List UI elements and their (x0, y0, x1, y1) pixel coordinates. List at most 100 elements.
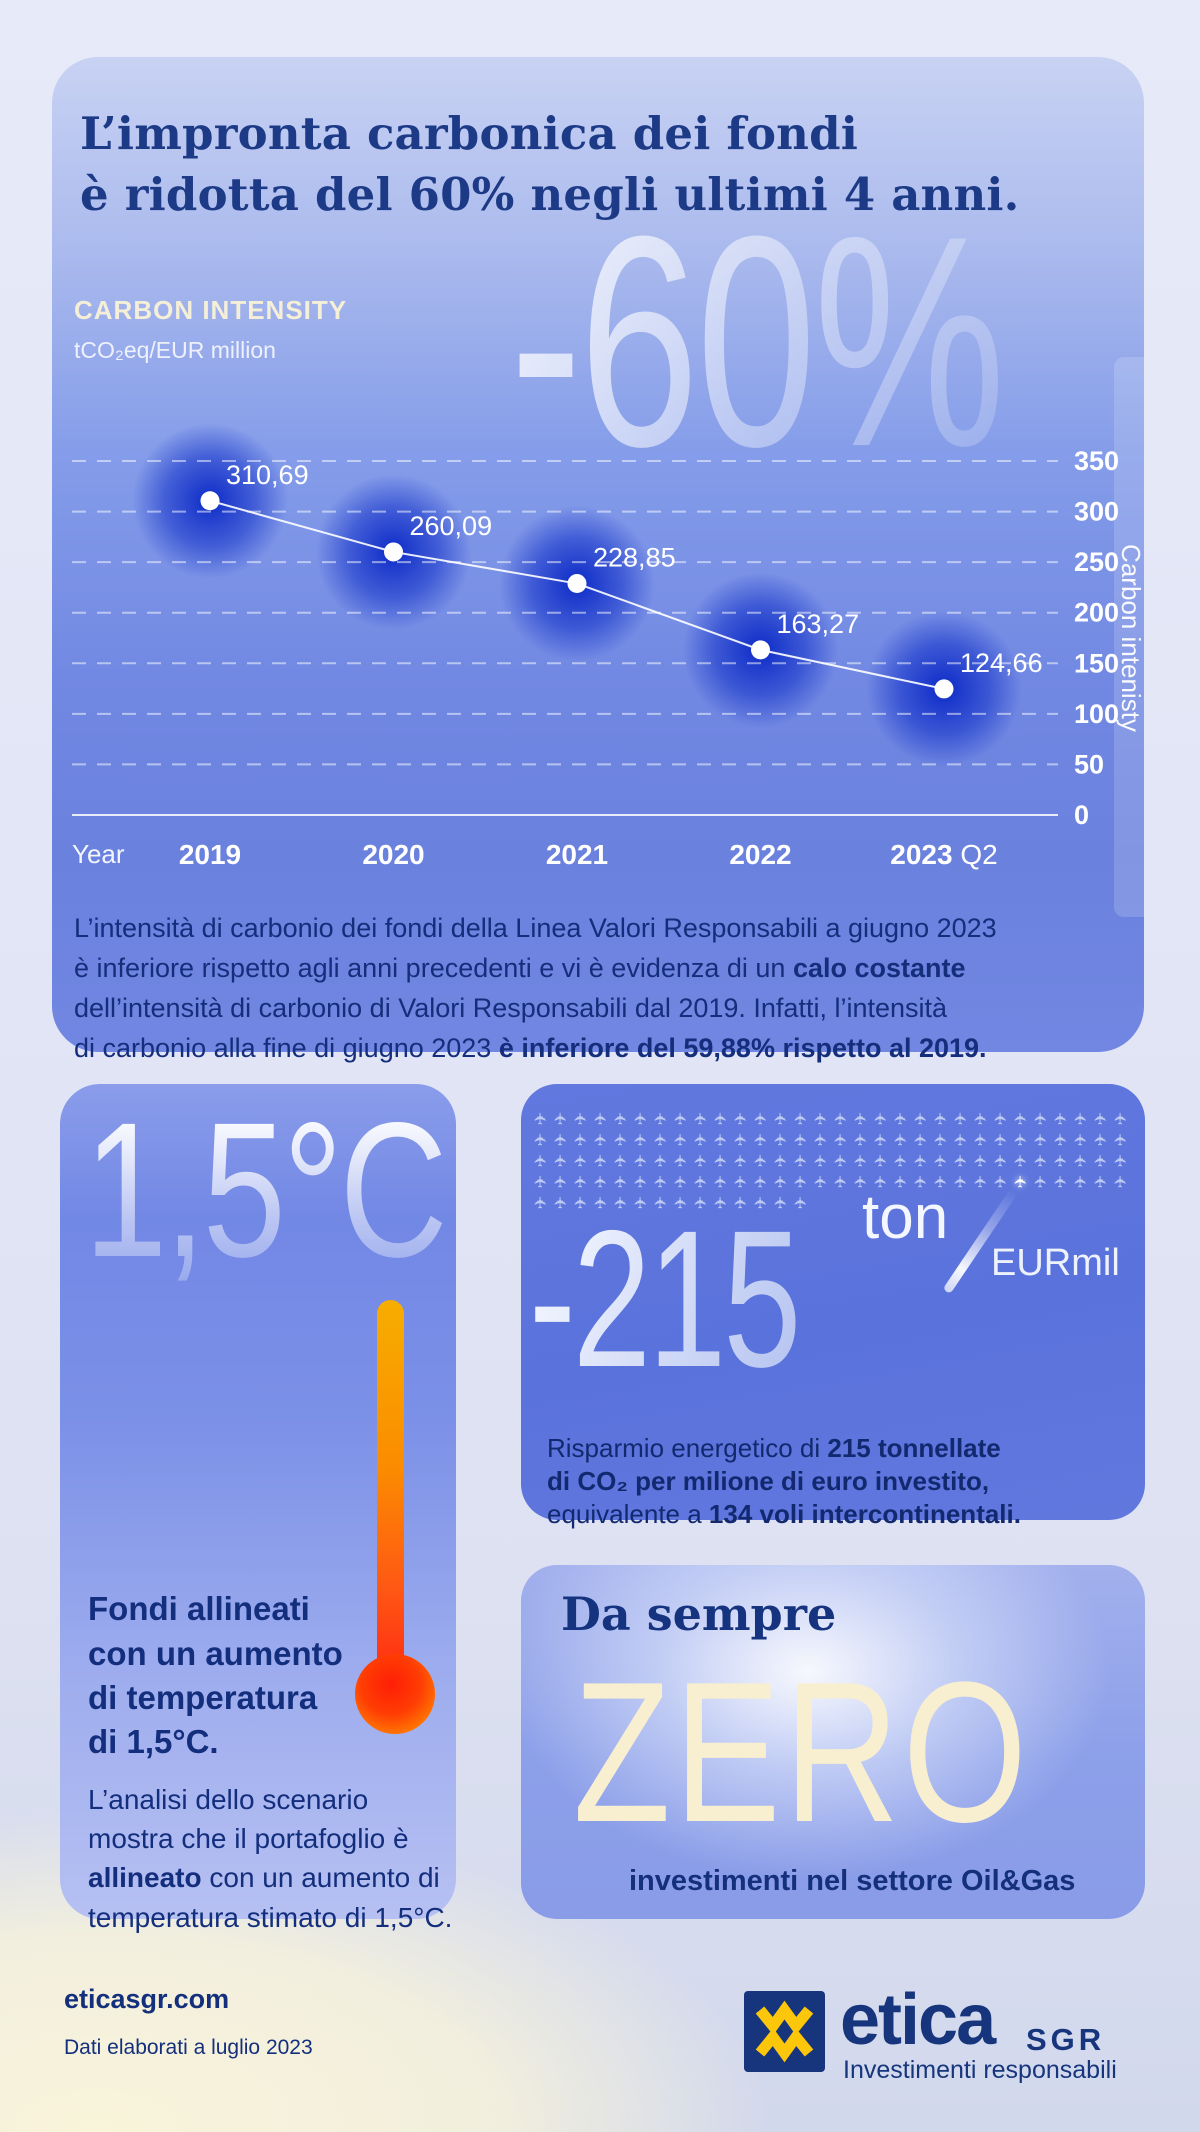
airplane-icon: ✈ (771, 1174, 791, 1189)
airplane-icon: ✈ (1111, 1153, 1131, 1168)
airplane-icon: ✈ (1011, 1153, 1031, 1168)
airplane-icon: ✈ (651, 1153, 671, 1168)
airplane-icon: ✈ (931, 1153, 951, 1168)
svg-text:260,09: 260,09 (410, 511, 493, 541)
svg-text:300: 300 (1074, 497, 1119, 527)
airplane-icon: ✈ (911, 1132, 931, 1147)
airplane-icon: ✈ (531, 1153, 551, 1168)
airplane-icon: ✈ (931, 1132, 951, 1147)
website-link[interactable]: eticasgr.com (64, 1984, 230, 2014)
airplane-icon: ✈ (651, 1111, 671, 1126)
airplane-icon: ✈ (1011, 1132, 1031, 1147)
airplane-icon: ✈ (631, 1111, 651, 1126)
airplane-icon: ✈ (651, 1132, 671, 1147)
airplane-icon: ✈ (851, 1111, 871, 1126)
airplane-icon: ✈ (971, 1132, 991, 1147)
airplane-icon: ✈ (731, 1153, 751, 1168)
airplane-icon: ✈ (1071, 1111, 1091, 1126)
airplane-icon: ✈ (711, 1132, 731, 1147)
airplane-icon: ✈ (751, 1174, 771, 1189)
airplane-icon: ✈ (1091, 1132, 1111, 1147)
airplane-icon: ✈ (691, 1153, 711, 1168)
airplane-icon: ✈ (551, 1132, 571, 1147)
airplane-icon: ✈ (771, 1153, 791, 1168)
airplane-icon: ✈ (631, 1174, 651, 1189)
airplane-icon: ✈ (871, 1153, 891, 1168)
svg-text:Carbon intenisty: Carbon intenisty (1116, 544, 1144, 732)
airplane-icon: ✈ (971, 1111, 991, 1126)
airplane-icon: ✈ (831, 1111, 851, 1126)
airplane-icon: ✈ (871, 1111, 891, 1126)
svg-text:150: 150 (1074, 648, 1119, 678)
airplane-icon: ✈ (791, 1111, 811, 1126)
airplane-icon: ✈ (531, 1132, 551, 1147)
airplane-icon: ✈ (531, 1111, 551, 1126)
airplane-icon: ✈ (831, 1132, 851, 1147)
minus-60-percent-watermark: -60% (510, 173, 1006, 509)
co2-savings-card: ✈ ✈ ✈ ✈ ✈ ✈ ✈ ✈ ✈ ✈ ✈ ✈ ✈ ✈ ✈ ✈ ✈ ✈ ✈ ✈ ✈ ✈ ✈ ✈ ✈ ✈ ✈ ✈ ✈ ✈ ✈ ✈ ✈ ✈ ✈ ✈ ✈ ✈ ✈ ✈… (521, 1084, 1145, 1529)
carbon-intensity-line-chart: 310,69 260,09 228,85 163,27 124,66 350 300 250 2… (72, 392, 1144, 870)
airplane-icon: ✈ (631, 1153, 651, 1168)
airplane-icon: ✈ (1111, 1111, 1131, 1126)
airplane-icon: ✈ (911, 1153, 931, 1168)
airplane-icon: ✈ (1091, 1174, 1111, 1189)
airplane-icon: ✈ (751, 1111, 771, 1126)
airplane-icon: ✈ (611, 1174, 631, 1189)
airplane-icon: ✈ (811, 1111, 831, 1126)
airplane-icon: ✈ (991, 1174, 1011, 1189)
airplane-icon: ✈ (1111, 1132, 1131, 1147)
airplane-icon: ✈ (1111, 1174, 1131, 1189)
airplane-icon: ✈ (1011, 1111, 1031, 1126)
airplane-icon: ✈ (671, 1132, 691, 1147)
airplane-icon: ✈ (571, 1132, 591, 1147)
airplane-icon: ✈ (711, 1153, 731, 1168)
airplane-icon: ✈ (871, 1132, 891, 1147)
airplane-icon: ✈ (1051, 1111, 1071, 1126)
airplane-icon: ✈ (551, 1153, 571, 1168)
airplane-icon: ✈ (731, 1111, 751, 1126)
airplane-icon: ✈ (891, 1153, 911, 1168)
airplane-icon: ✈ (1031, 1153, 1051, 1168)
svg-text:310,69: 310,69 (226, 460, 309, 490)
svg-text:2020: 2020 (362, 839, 424, 870)
airplane-icon: ✈ (1031, 1174, 1051, 1189)
temperature-card: 1,5°C Fondi allineati con un aumento di … (60, 1084, 456, 1933)
airplane-icon: ✈ (891, 1132, 911, 1147)
svg-text:350: 350 (1074, 446, 1119, 476)
data-date-note: Dati elaborati a luglio 2023 (64, 2036, 313, 2059)
svg-text:250: 250 (1074, 547, 1119, 577)
airplane-icon: ✈ (591, 1132, 611, 1147)
svg-text:50: 50 (1074, 749, 1104, 779)
airplane-icon: ✈ (611, 1111, 631, 1126)
airplane-icon: ✈ (991, 1111, 1011, 1126)
airplane-icon: ✈ (671, 1153, 691, 1168)
zero-value: ZERO (573, 1641, 1031, 1864)
airplane-icon: ✈ (591, 1174, 611, 1189)
svg-text:163,27: 163,27 (777, 609, 860, 639)
airplane-icon: ✈ (711, 1174, 731, 1189)
thermometer-icon (377, 1300, 404, 1672)
airplane-icon: ✈ (591, 1111, 611, 1126)
chart-unit-label: tCO₂eq/EUR million (74, 337, 276, 363)
airplane-icon: ✈ (1071, 1153, 1091, 1168)
zero-kicker: Da sempre (561, 1587, 837, 1641)
svg-text:Year: Year (72, 839, 125, 869)
savings-caption: Risparmio energetico di 215 tonnellate di… (547, 1433, 1021, 1529)
airplane-icon: ✈ (611, 1132, 631, 1147)
airplane-icon: ✈ (1091, 1111, 1111, 1126)
airplane-icon: ✈ (951, 1153, 971, 1168)
airplane-icon: ✈ (1071, 1132, 1091, 1147)
svg-text:100: 100 (1074, 699, 1119, 729)
zero-caption: investimenti nel settore Oil&Gas (629, 1865, 1076, 1897)
airplane-icon: ✈ (791, 1153, 811, 1168)
airplane-icon: ✈ (671, 1174, 691, 1189)
airplane-icon: ✈ (1031, 1132, 1051, 1147)
temperature-heading: Fondi allineati con un aumento di temper… (88, 1590, 343, 1761)
airplane-icon: ✈ (771, 1132, 791, 1147)
airplane-icon: ✈ (971, 1174, 991, 1189)
airplane-icon: ✈ (571, 1153, 591, 1168)
chart-title: CARBON INTENSITY (74, 295, 348, 325)
airplane-icon: ✈ (1051, 1132, 1071, 1147)
airplane-icon: ✈ (611, 1153, 631, 1168)
